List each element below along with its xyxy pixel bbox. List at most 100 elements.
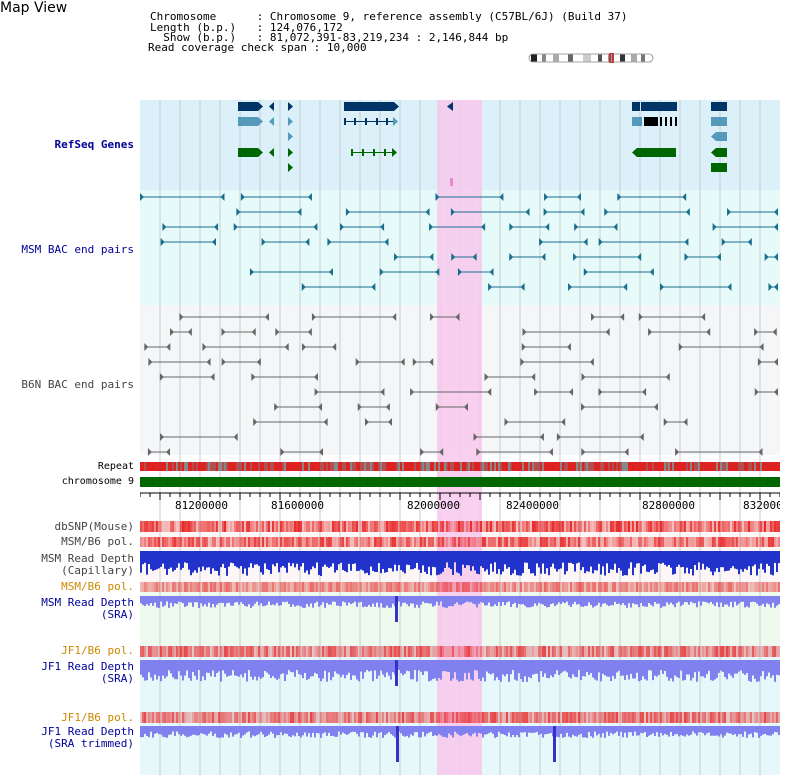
depth-bar — [220, 726, 222, 738]
heat-cell — [496, 646, 498, 657]
heat-cell — [494, 712, 496, 723]
depth-bar — [682, 726, 684, 736]
heat-cell — [532, 712, 534, 723]
track-label-dbsnp[interactable]: dbSNP(Mouse) — [54, 520, 134, 533]
heat-cell — [762, 582, 764, 592]
heat-cell — [470, 537, 472, 547]
heat-cell — [418, 646, 420, 657]
track-label-msm-b6-pol[interactable]: MSM/B6 pol. — [61, 535, 134, 548]
heat-cell — [326, 646, 328, 657]
track-label-jf1-depth-sra[interactable]: JF1 Read Depth (SRA) — [0, 661, 134, 685]
genome-browser-plot[interactable]: 81200000 81600000 82000000 82400000 82800000… — [140, 100, 780, 775]
track-label-jf1-b6-pol-2[interactable]: JF1/B6 pol. — [61, 711, 134, 724]
depth-bar — [686, 726, 688, 735]
depth-bar — [374, 551, 376, 572]
heat-cell — [290, 537, 292, 547]
heat-cell — [258, 537, 260, 547]
track-label-b6n-bac[interactable]: B6N BAC end pairs — [21, 378, 134, 391]
depth-bar — [376, 660, 378, 679]
heat-cell — [170, 712, 172, 723]
bac-end-arrow — [140, 193, 145, 201]
depth-bar — [290, 551, 292, 567]
heat-cell — [590, 521, 592, 532]
heat-cell — [256, 521, 258, 532]
heat-cell — [368, 537, 370, 547]
heat-cell — [694, 646, 696, 657]
depth-bar — [776, 596, 778, 606]
heat-cell — [294, 646, 296, 657]
depth-bar — [764, 660, 766, 680]
depth-bar — [314, 551, 316, 569]
heat-cell — [320, 521, 322, 532]
repeat-segment — [492, 462, 494, 471]
repeat-segment — [568, 462, 570, 471]
heat-cell — [162, 712, 164, 723]
depth-bar — [564, 551, 566, 575]
track-label-refseq[interactable]: RefSeq Genes — [54, 138, 134, 151]
depth-bar — [558, 726, 560, 738]
repeat-segment — [604, 462, 606, 471]
heat-cell — [348, 646, 350, 657]
depth-bar — [170, 551, 172, 568]
depth-bar — [372, 660, 374, 682]
depth-bar — [668, 660, 670, 681]
repeat-segment — [306, 462, 308, 471]
heat-cell — [324, 537, 326, 547]
depth-bar — [768, 726, 770, 736]
depth-bar — [752, 726, 754, 738]
depth-bar — [206, 551, 208, 568]
depth-bar — [514, 660, 516, 680]
heat-cell — [496, 582, 498, 592]
depth-bar — [254, 726, 256, 737]
depth-bar — [204, 660, 206, 681]
heat-cell — [154, 646, 156, 657]
track-label-jf1-depth-trimmed[interactable]: JF1 Read Depth (SRA trimmed) — [0, 726, 134, 750]
heat-cell — [282, 646, 284, 657]
heat-cell — [170, 582, 172, 592]
heat-cell — [306, 712, 308, 723]
bac-end-arrow — [605, 328, 610, 336]
heat-cell — [452, 521, 454, 532]
track-label-msm-depth-capillary[interactable]: MSM Read Depth (Capillary) — [0, 553, 134, 577]
heat-cell — [540, 646, 542, 657]
heat-cell — [198, 521, 200, 532]
depth-bar — [544, 551, 546, 574]
heat-cell — [322, 646, 324, 657]
heat-cell — [170, 521, 172, 532]
heat-cell — [576, 537, 578, 547]
bac-end-arrow — [581, 448, 586, 456]
repeat-segment — [166, 462, 168, 471]
depth-bar — [154, 660, 156, 675]
depth-bar — [518, 660, 520, 674]
heat-cell — [678, 582, 680, 592]
heat-cell — [226, 582, 228, 592]
heat-cell — [484, 646, 486, 657]
depth-bar — [342, 726, 344, 733]
depth-bar — [270, 551, 272, 574]
heat-cell — [422, 537, 424, 547]
depth-bar — [606, 726, 608, 732]
track-label-jf1-b6-pol[interactable]: JF1/B6 pol. — [61, 644, 134, 657]
heat-cell — [688, 582, 690, 592]
heat-cell — [234, 646, 236, 657]
heat-cell — [622, 537, 624, 547]
heat-cell — [430, 521, 432, 532]
heat-cell — [426, 712, 428, 723]
track-label-msm-depth-sra[interactable]: MSM Read Depth (SRA) — [0, 597, 134, 621]
depth-bar — [664, 596, 666, 607]
depth-bar — [508, 660, 510, 682]
repeat-segment — [180, 462, 182, 471]
heat-cell — [318, 712, 320, 723]
depth-bar — [736, 596, 738, 606]
heat-cell — [172, 537, 174, 547]
heat-cell — [222, 582, 224, 592]
chromosome-ideogram[interactable] — [528, 53, 654, 63]
depth-bar — [244, 660, 246, 674]
depth-bar — [558, 551, 560, 570]
heat-cell — [752, 712, 754, 723]
depth-bar — [224, 660, 226, 674]
heat-cell — [290, 646, 292, 657]
track-label-msm-b6-pol-2[interactable]: MSM/B6 pol. — [61, 580, 134, 593]
track-label-msm-bac[interactable]: MSM BAC end pairs — [21, 243, 134, 256]
depth-bar — [640, 596, 642, 604]
